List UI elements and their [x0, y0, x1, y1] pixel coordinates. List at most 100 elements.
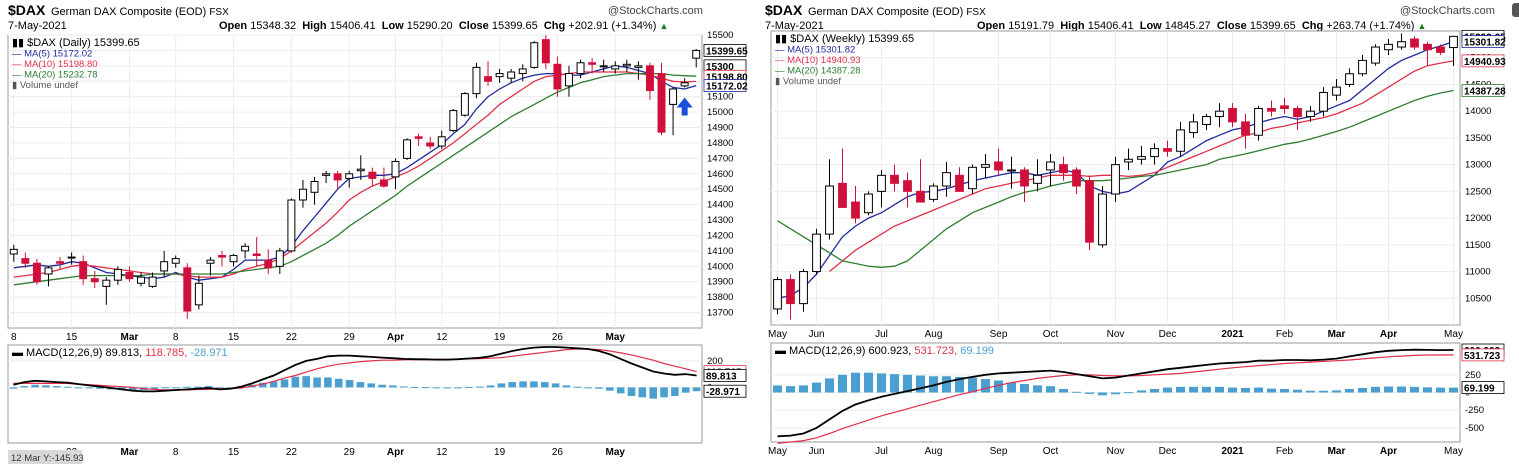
macd-histogram-bar	[798, 385, 809, 393]
candle-body	[472, 66, 481, 95]
candle-body	[942, 172, 951, 187]
candle-body	[113, 268, 122, 281]
macd-histogram-bar	[530, 381, 538, 388]
date-tick-label: May	[606, 332, 626, 343]
macd-histogram-bar	[1214, 386, 1225, 393]
candle-body	[298, 188, 307, 201]
macd-histogram-bar	[334, 378, 343, 388]
date-tick-label: Dec	[1159, 329, 1177, 340]
candle-body	[1020, 169, 1029, 187]
last-value-label: 15300	[706, 62, 734, 73]
crosshair-readout-box	[8, 450, 82, 464]
macd-last-value-label: 531.723	[1464, 351, 1501, 362]
macd-histogram-bar	[551, 383, 560, 388]
macd-histogram-bar	[562, 385, 571, 388]
macd-date-tick-label: Apr	[387, 447, 404, 458]
moving-average-line-ma20	[13, 72, 697, 286]
macd-histogram-bar	[824, 378, 835, 393]
candle-body	[1007, 169, 1016, 172]
candle-body	[171, 258, 180, 264]
date-tick-label: 26	[552, 332, 564, 343]
candle-body	[838, 182, 847, 208]
macd-histogram-bar	[183, 386, 191, 388]
caret-up-icon: ▲	[1417, 21, 1427, 31]
candle-body	[599, 65, 608, 68]
macd-histogram-bar	[1149, 388, 1160, 393]
price-tick-label: 14800	[707, 138, 733, 149]
up-arrow-icon	[676, 97, 693, 116]
legend-price: ▮▮ $DAX (Weekly) 15399.65	[775, 33, 914, 45]
macd-histogram-bar	[280, 379, 289, 388]
moving-average-line-ma5	[13, 65, 697, 281]
price-tick-label: 13900	[707, 277, 733, 288]
macd-histogram-bar	[1045, 386, 1056, 393]
macd-histogram-bar	[204, 386, 213, 388]
legend-volume: ▮ Volume undef	[12, 80, 78, 91]
date-tick-label: 15	[66, 332, 78, 343]
candle-body	[403, 139, 412, 159]
macd-histogram-bar	[1292, 389, 1303, 393]
macd-histogram-bar	[627, 387, 636, 396]
candle-body	[1358, 59, 1367, 75]
candle-body	[981, 164, 990, 168]
macd-histogram-bar	[20, 386, 29, 388]
candle-body	[634, 65, 643, 68]
candle-body	[1397, 41, 1406, 48]
candle-body	[368, 171, 377, 179]
macd-histogram-bar	[785, 386, 796, 393]
candle-body	[622, 63, 631, 67]
macd-histogram-bar	[1123, 392, 1134, 394]
macd-histogram-bar	[1357, 387, 1368, 393]
macd-histogram-bar	[915, 375, 926, 393]
symbol-title: $DAX	[765, 2, 803, 18]
last-value-box	[703, 44, 747, 57]
price-tick-label: 14000	[1465, 106, 1491, 117]
macd-histogram-bar	[1071, 391, 1082, 393]
price-tick-label: 13500	[1465, 133, 1491, 144]
macd-histogram-bar	[519, 381, 527, 388]
macd-histogram-bar	[692, 387, 701, 392]
legend-ma10: — MA(10) 15198.80	[12, 59, 98, 70]
ohlc-readout: Open 15348.32 High 15406.41 Low 15290.20…	[219, 20, 669, 32]
date-tick-label: Jun	[808, 329, 824, 340]
date-tick-label: 15	[228, 332, 240, 343]
macd-histogram-bar	[1097, 392, 1108, 396]
macd-last-value-label: 69.199	[1464, 384, 1495, 395]
candle-body	[851, 201, 860, 219]
candle-body	[229, 255, 238, 263]
candle-body	[565, 73, 573, 87]
macd-histogram-bar	[584, 387, 592, 389]
macd-histogram-bar	[1331, 390, 1342, 393]
candle-body	[275, 250, 284, 267]
macd-histogram-bar	[1253, 387, 1264, 393]
macd-histogram-bar	[508, 382, 517, 388]
candle-body	[588, 62, 597, 65]
candle-body	[287, 199, 296, 252]
candle-body	[877, 174, 886, 192]
macd-histogram-bar	[1266, 388, 1277, 393]
macd-histogram-bar	[1058, 388, 1069, 393]
macd-histogram-bar	[1305, 390, 1316, 393]
macd-histogram-bar	[269, 381, 278, 388]
date-tick-label: 12	[436, 332, 448, 343]
macd-date-tick-label: Jul	[875, 446, 888, 457]
macd-histogram-bar	[421, 387, 430, 389]
price-tick-label: 14500	[707, 184, 733, 195]
date-tick-label: 22	[286, 332, 298, 343]
security-name: German DAX Composite (EOD) FSX	[51, 6, 229, 18]
macd-tick-label: -250	[1465, 405, 1484, 416]
candle-body	[218, 255, 226, 258]
candle-body	[44, 267, 53, 275]
candle-body	[102, 279, 111, 287]
macd-histogram-bar	[649, 387, 657, 399]
macd-date-tick-label: Nov	[1107, 446, 1125, 457]
macd-histogram-bar	[356, 382, 365, 388]
price-tick-label: 11500	[1465, 240, 1491, 251]
candle-body	[530, 42, 539, 68]
macd-last-value-box	[1461, 348, 1505, 362]
candle-body	[1332, 86, 1341, 96]
candle-body	[541, 39, 550, 64]
macd-histogram-bar	[1032, 385, 1043, 393]
macd-histogram-bar	[772, 385, 783, 393]
macd-histogram-bar	[378, 384, 386, 388]
